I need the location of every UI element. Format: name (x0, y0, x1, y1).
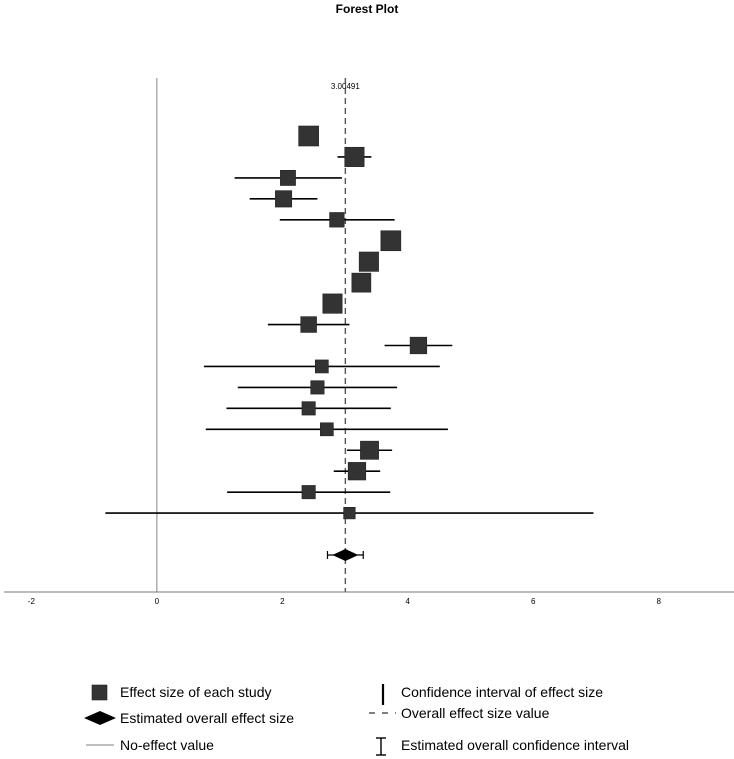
plot-area: 3.00491 (105, 78, 594, 592)
study-marker (409, 336, 428, 355)
x-tick-label: 6 (531, 597, 536, 606)
study-marker (301, 485, 316, 500)
x-tick-label: 8 (656, 597, 661, 606)
study-marker (298, 125, 319, 147)
legend-label-overall-line: Overall effect size value (401, 705, 550, 721)
study-marker (347, 462, 367, 481)
study-marker (358, 251, 379, 272)
legend-label-overall-ci: Estimated overall confidence interval (401, 737, 629, 753)
x-tick-label: 2 (280, 597, 285, 606)
x-tick-label: -2 (28, 597, 36, 606)
study-marker (322, 293, 343, 314)
study-marker (343, 506, 356, 520)
legend-label-no-effect: No-effect value (120, 737, 214, 753)
chart-title: Forest Plot (336, 2, 399, 16)
study-marker (301, 401, 316, 416)
x-tick-label: 4 (406, 597, 411, 606)
x-tick-label: 0 (155, 597, 160, 606)
overall-effect-label: 3.00491 (331, 82, 360, 91)
study-marker (360, 440, 379, 460)
legend-square-icon (91, 684, 108, 701)
study-marker (300, 316, 317, 333)
legend-label-overall: Estimated overall effect size (120, 710, 294, 726)
legend: Effect size of each study Estimated overa… (84, 684, 629, 756)
legend-label-study: Effect size of each study (120, 684, 272, 700)
study-marker (275, 190, 293, 208)
study-marker (380, 230, 402, 252)
study-marker (280, 170, 296, 186)
x-axis: -2 0 2 4 6 8 (4, 591, 734, 606)
study-marker (310, 380, 325, 395)
study-marker (315, 359, 329, 374)
study-marker (344, 146, 365, 167)
study-marker (351, 272, 372, 293)
study-marker (329, 212, 345, 228)
overall-diamond (332, 549, 359, 561)
legend-diamond-icon (84, 711, 116, 725)
study-marker (320, 422, 334, 437)
legend-label-ci: Confidence interval of effect size (401, 684, 603, 700)
